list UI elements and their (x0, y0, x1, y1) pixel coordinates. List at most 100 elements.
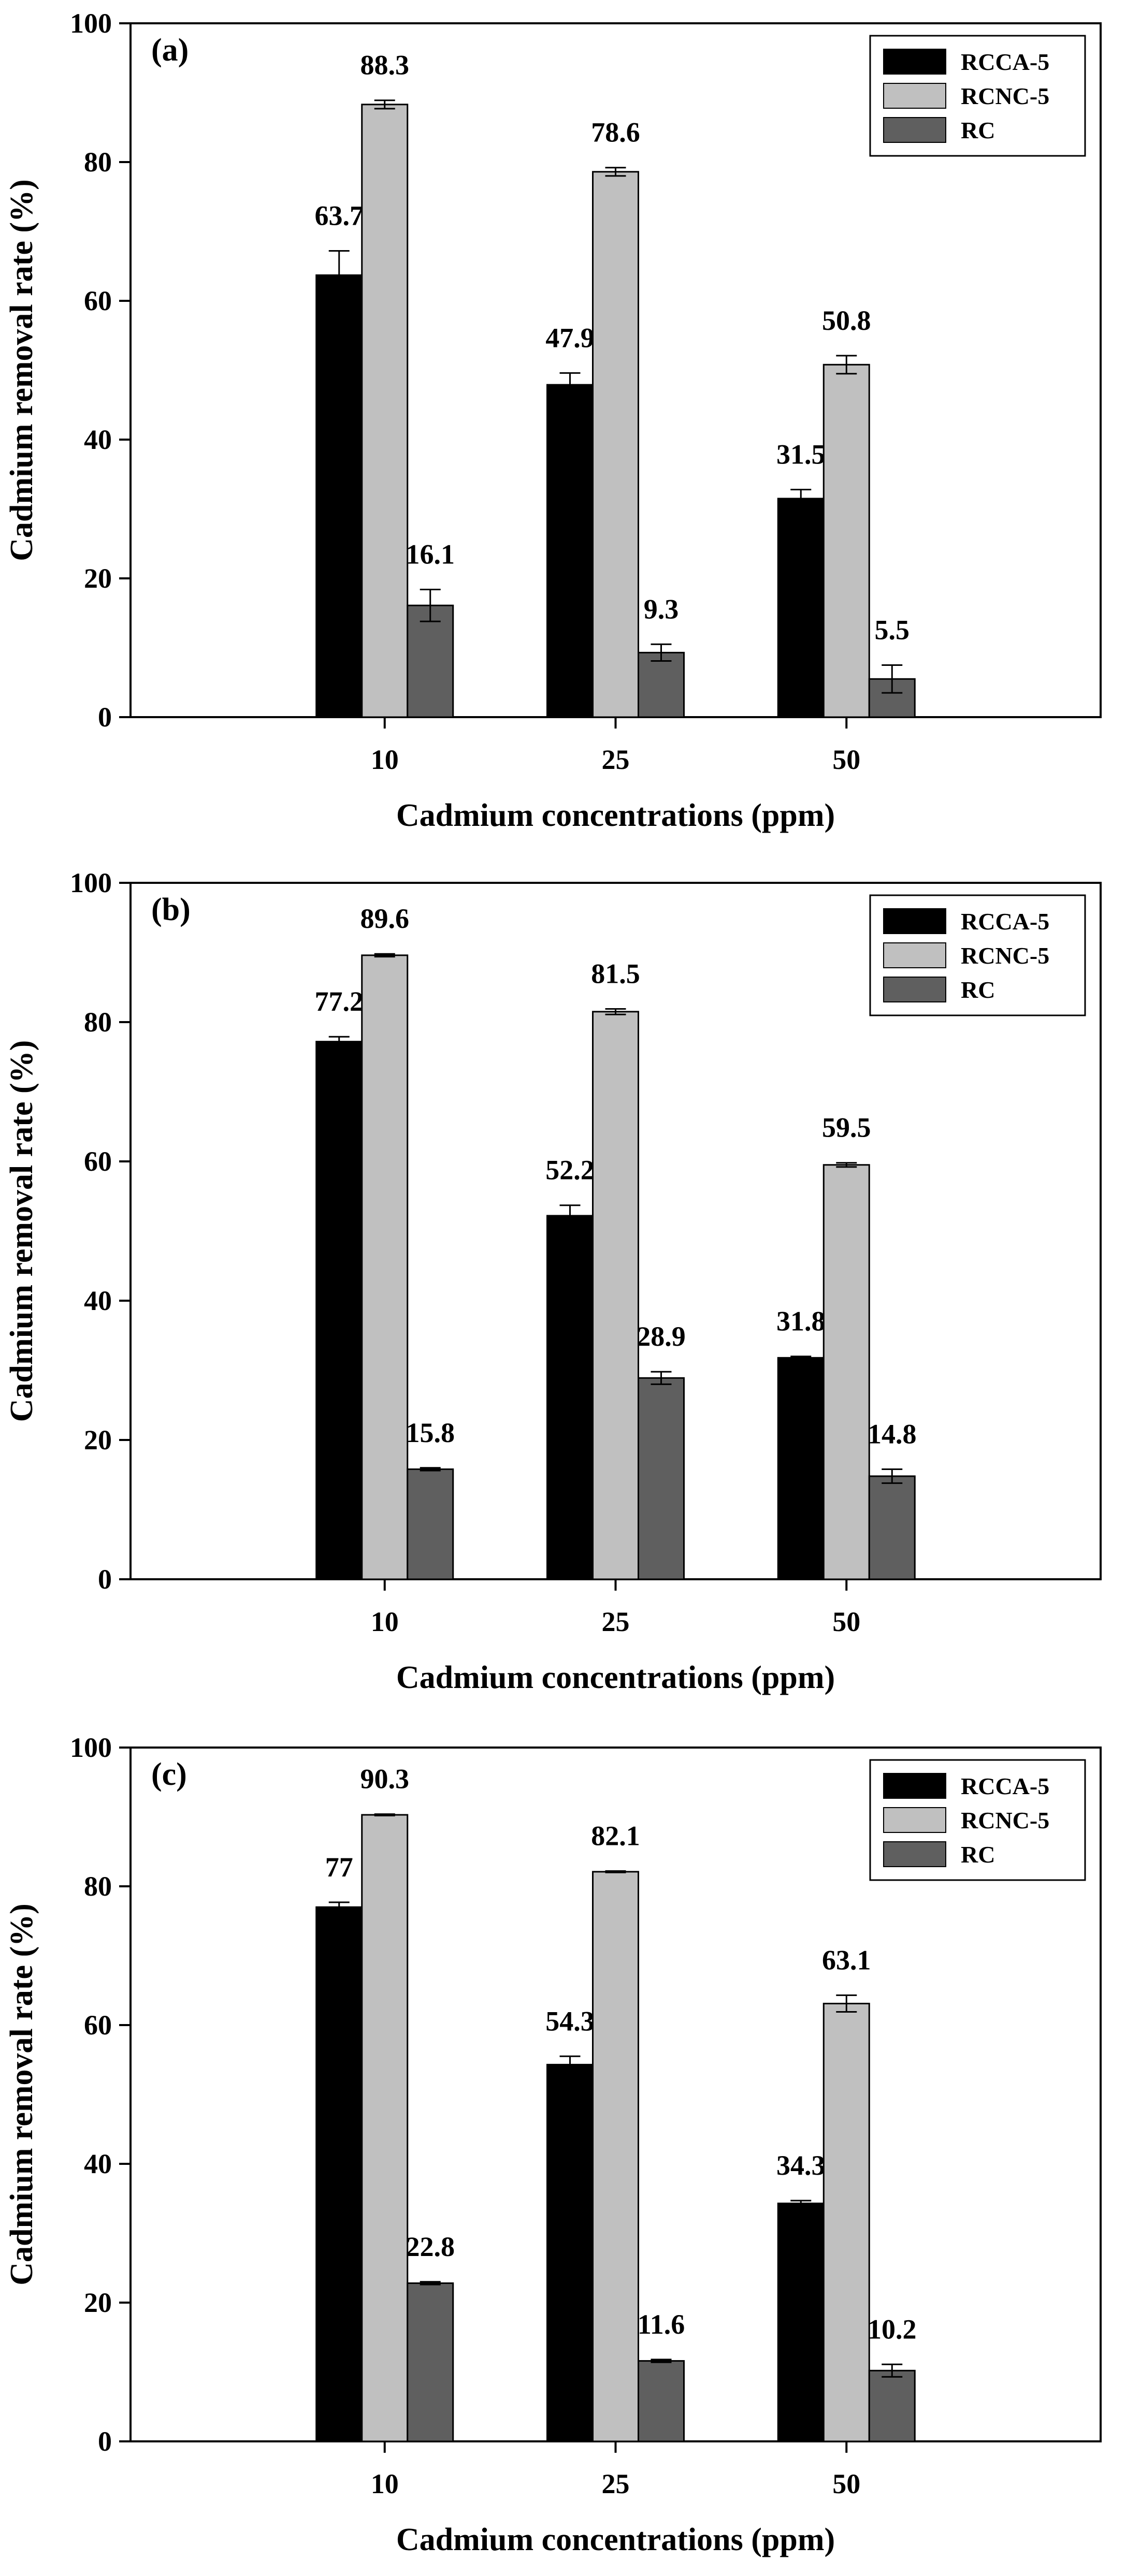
y-axis-title: Cadmium removal rate (%) (4, 1903, 39, 2286)
bar-rc (638, 1377, 685, 1580)
bar-rc (407, 2282, 454, 2442)
legend-label: RC (961, 117, 995, 143)
bar-rc (868, 2369, 916, 2442)
bar-rc (638, 2360, 685, 2442)
data-label: 82.1 (591, 1821, 640, 1852)
bar-rcnc-5 (361, 954, 409, 1580)
y-tick-label: 0 (98, 1564, 112, 1595)
data-label: 59.5 (822, 1112, 871, 1143)
y-tick-label: 40 (84, 2148, 112, 2179)
x-tick-label: 50 (832, 2468, 860, 2499)
legend-label: RC (961, 977, 995, 1003)
x-axis-title: Cadmium concentrations (ppm) (396, 1660, 835, 1695)
data-label: 31.8 (776, 1306, 826, 1337)
data-label: 77 (325, 1852, 353, 1883)
legend-swatch-rc (883, 977, 946, 1002)
bar-rcnc-5 (361, 1814, 409, 2442)
data-label: 63.1 (822, 1944, 871, 1975)
legend: RCCA-5 RCNC-5 RC (869, 35, 1086, 157)
x-axis-title: Cadmium concentrations (ppm) (396, 798, 835, 833)
data-label: 11.6 (638, 2309, 685, 2340)
data-label: 31.5 (776, 439, 826, 470)
bar-rcnc-5 (822, 363, 870, 718)
data-label: 22.8 (406, 2231, 455, 2262)
data-label: 54.3 (545, 2005, 595, 2036)
legend-swatch-rcnc-5 (883, 1807, 946, 1833)
x-tick-label: 50 (832, 1606, 860, 1637)
chart-panel-a: 0 20 40 60 80 100 Cadmium removal rate (%) 10 63… (4, 8, 1102, 833)
bar-rcnc-5 (361, 104, 409, 718)
data-label: 77.2 (314, 986, 364, 1017)
y-axis-title: Cadmium removal rate (%) (4, 179, 39, 561)
chart-panel-b: 0 20 40 60 80 100 Cadmium removal rate (%) 10 77… (4, 867, 1102, 1695)
data-label: 10.2 (868, 2313, 917, 2345)
x-tick-label: 25 (602, 744, 630, 775)
y-tick-label: 100 (70, 8, 112, 39)
bar-rcca-5 (546, 2063, 594, 2442)
y-tick-label: 0 (98, 702, 112, 733)
bar-rcnc-5 (822, 2002, 870, 2442)
data-label: 34.3 (776, 2150, 826, 2181)
legend-label: RCNC-5 (961, 83, 1049, 109)
legend-label: RCCA-5 (961, 49, 1049, 75)
legend-swatch-rcca-5 (883, 908, 946, 934)
legend-swatch-rc (883, 117, 946, 143)
chart-panel-c: 0 20 40 60 80 100 Cadmium removal rate (%) 10 77… (4, 1732, 1102, 2557)
legend-label: RCNC-5 (961, 942, 1049, 969)
y-tick-label: 40 (84, 1285, 112, 1316)
bar-rcca-5 (315, 1906, 363, 2442)
bar-rcca-5 (546, 1215, 594, 1580)
data-label: 52.2 (545, 1155, 595, 1186)
x-tick-label: 50 (832, 744, 860, 775)
y-tick-label: 20 (84, 2287, 112, 2318)
x-tick-label: 10 (371, 744, 399, 775)
x-tick-label: 25 (602, 1606, 630, 1637)
data-label: 9.3 (644, 593, 679, 624)
x-axis-title: Cadmium concentrations (ppm) (396, 2522, 835, 2557)
legend-label: RC (961, 1841, 995, 1868)
data-label: 50.8 (822, 305, 871, 336)
legend-label: RCCA-5 (961, 1773, 1049, 1799)
y-tick-label: 20 (84, 563, 112, 594)
x-tick-label: 10 (371, 1606, 399, 1637)
y-tick-label: 0 (98, 2426, 112, 2457)
bar-rcca-5 (546, 384, 594, 718)
bar-rc (407, 1468, 454, 1580)
y-tick-label: 60 (84, 2010, 112, 2041)
bar-rcnc-5 (592, 171, 639, 718)
data-label: 90.3 (360, 1764, 409, 1795)
bar-rcca-5 (777, 1357, 825, 1580)
data-label: 89.6 (360, 903, 409, 934)
legend: RCCA-5 RCNC-5 RC (869, 1759, 1086, 1881)
bar-rcca-5 (777, 498, 825, 718)
data-label: 16.1 (406, 539, 455, 570)
legend-label: RCCA-5 (961, 908, 1049, 935)
legend: RCCA-5 RCNC-5 RC (869, 894, 1086, 1016)
bar-rcca-5 (777, 2202, 825, 2442)
data-label: 5.5 (875, 615, 910, 646)
y-tick-label: 100 (70, 1732, 112, 1763)
legend-swatch-rcca-5 (883, 49, 946, 75)
x-tick-label: 10 (371, 2468, 399, 2499)
y-tick-label: 60 (84, 1146, 112, 1177)
legend-swatch-rcnc-5 (883, 83, 946, 109)
bar-rcnc-5 (822, 1164, 870, 1580)
legend-swatch-rc (883, 1841, 946, 1867)
data-label: 28.9 (637, 1321, 686, 1352)
bar-rc (868, 1475, 916, 1580)
panel-label: (a) (151, 33, 189, 68)
legend-swatch-rcca-5 (883, 1773, 946, 1799)
bar-rcca-5 (315, 1041, 363, 1580)
data-label: 78.6 (591, 117, 640, 148)
y-tick-label: 80 (84, 1871, 112, 1902)
bar-rcnc-5 (592, 1871, 639, 2442)
y-tick-label: 100 (70, 867, 112, 898)
y-tick-label: 60 (84, 285, 112, 316)
panel-label: (c) (151, 1757, 187, 1792)
data-label: 14.8 (868, 1418, 917, 1449)
bar-rc (638, 651, 685, 718)
bar-rc (407, 604, 454, 718)
legend-swatch-rcnc-5 (883, 942, 946, 968)
